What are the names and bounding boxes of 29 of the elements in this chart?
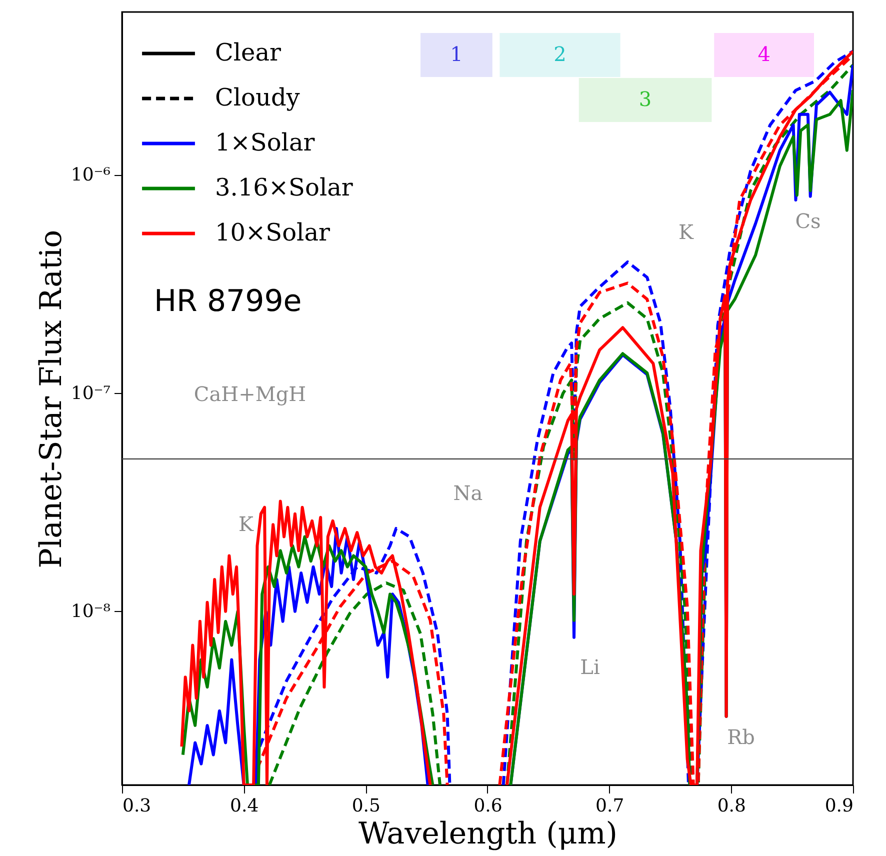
annotation: Cloudy — [215, 84, 300, 112]
x-tick-label: 0.4 — [230, 796, 259, 816]
y-axis-title: Planet-Star Flux Ratio — [34, 230, 69, 568]
band-label: 1 — [450, 42, 463, 66]
x-tick-label: 0.5 — [352, 796, 380, 816]
y-tick-label: 10⁻⁶ — [70, 164, 110, 186]
x-tick-label: 0.8 — [717, 796, 746, 816]
y-tick-label: 10⁻⁸ — [70, 600, 110, 622]
annotation: CaH+MgH — [194, 382, 306, 406]
band-label: 2 — [554, 42, 566, 66]
x-tick-label: 0.6 — [474, 796, 502, 816]
annotation: Li — [580, 655, 600, 679]
band-label: 3 — [638, 87, 652, 111]
x-tick-label: 0.3 — [122, 796, 152, 816]
x-tick-label: 0.9 — [824, 796, 854, 816]
legend-label: 10×Solar — [215, 218, 331, 246]
legend-label: 1×Solar — [215, 128, 316, 156]
x-axis-title: Wavelength (μm) — [358, 816, 618, 852]
band-label: 4 — [758, 42, 770, 66]
annotation: Na — [453, 481, 483, 505]
annotation: Cs — [795, 209, 821, 233]
x-tick-label: 0.7 — [596, 796, 624, 816]
annotation: Rb — [727, 725, 755, 749]
text: HR 8799e — [154, 284, 302, 319]
annotation: K — [238, 512, 255, 536]
annotation: Clear — [215, 38, 282, 66]
legend-label: 3.16×Solar — [215, 174, 354, 202]
y-tick-label: 10⁻⁷ — [70, 382, 110, 404]
annotation: K — [678, 220, 695, 244]
